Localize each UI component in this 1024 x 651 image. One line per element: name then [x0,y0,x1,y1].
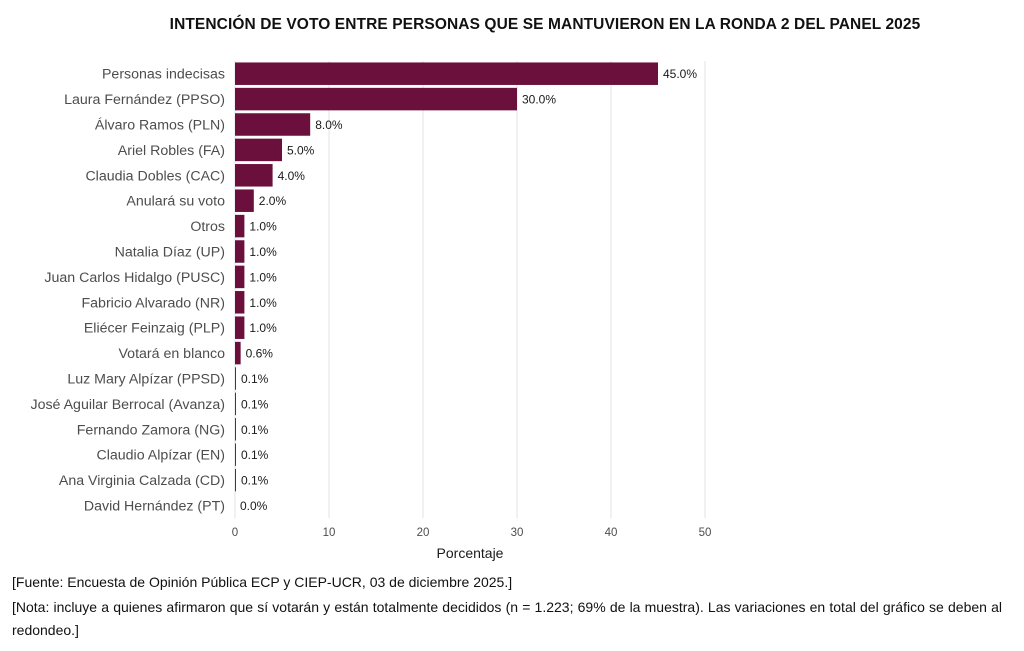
value-label: 0.1% [241,397,269,411]
bar [235,62,658,85]
value-labels: 45.0% 30.0% 8.0%5.0% 4.0% 2.0% 1.0% 1.0% 1.0% 1.… [240,67,697,513]
category-label: Laura Fernández (PPSO) [64,92,225,108]
bar [235,443,236,466]
category-labels: Personas indecisas Laura Fernández (PPSO)… [30,67,225,515]
bar [235,164,273,187]
methodology-note: [Nota: incluye a quienes afirmaron que s… [12,599,1002,638]
chart-title: INTENCIÓN DE VOTO ENTRE PERSONAS QUE SE … [169,16,921,33]
category-label: Ariel Robles (FA) [118,143,225,159]
x-tick-label: 10 [323,527,336,539]
value-label: 5.0% [287,143,315,157]
bar [235,468,236,492]
bar-chart: Personas indecisas Laura Fernández (PPSO)… [30,61,712,561]
category-label: Eliécer Feinzaig (PLP) [84,321,225,337]
category-label: Votará en blanco [119,346,226,362]
x-tick-label: 0 [232,527,238,539]
bar [235,265,245,289]
bar [235,87,517,111]
category-label: Anulará su voto [126,194,225,210]
category-label: Natalia Díaz (UP) [115,245,225,261]
bar [235,189,254,212]
bar [235,291,245,314]
value-label: 45.0% [663,67,697,81]
value-label: 1.0% [249,245,277,259]
category-label: Fernando Zamora (NG) [77,422,225,438]
bar [235,367,236,390]
value-label: 0.0% [240,499,268,513]
value-label: 0.1% [241,474,269,488]
bar [235,392,236,416]
bars [235,62,658,492]
value-label: 4.0% [278,169,306,183]
source-note: [Fuente: Encuesta de Opinión Pública ECP… [12,574,513,590]
bar [235,240,245,263]
value-label: 0.6% [246,347,274,361]
bar [235,418,236,441]
bar [235,113,311,136]
value-label: 0.1% [241,448,269,462]
category-label: David Hernández (PT) [84,499,225,515]
value-label: 1.0% [249,321,277,335]
category-label: Claudio Alpízar (EN) [96,448,225,464]
bar [235,138,282,162]
x-tick-label: 50 [699,527,712,539]
bar [235,341,241,365]
bar [235,316,245,339]
category-label: Álvaro Ramos (PLN) [95,117,225,134]
category-label: Luz Mary Alpízar (PPSD) [67,372,225,388]
value-label: 0.1% [241,423,269,437]
value-label: 1.0% [249,296,277,310]
grid-lines [234,61,706,519]
category-label: Claudia Dobles (CAC) [85,168,225,184]
value-label: 30.0% [522,93,556,107]
category-label: Fabricio Alvarado (NR) [82,295,226,311]
x-tick-label: 30 [511,527,524,539]
x-tick-label: 40 [605,527,618,539]
value-label: 1.0% [249,270,277,284]
category-label: José Aguilar Berrocal (Avanza) [30,397,225,413]
x-axis-title: Porcentaje [437,545,504,561]
category-label: Personas indecisas [102,67,225,83]
category-label: Juan Carlos Hidalgo (PUSC) [44,270,225,286]
x-tick-label: 20 [417,527,430,539]
bar [235,214,245,238]
value-label: 2.0% [259,194,287,208]
value-label: 8.0% [315,118,343,132]
category-label: Ana Virginia Calzada (CD) [59,473,225,489]
category-label: Otros [190,219,225,235]
x-axis-ticks: 0 10 20 30 40 50 [232,527,712,539]
value-label: 1.0% [249,220,277,234]
value-label: 0.1% [241,372,269,386]
